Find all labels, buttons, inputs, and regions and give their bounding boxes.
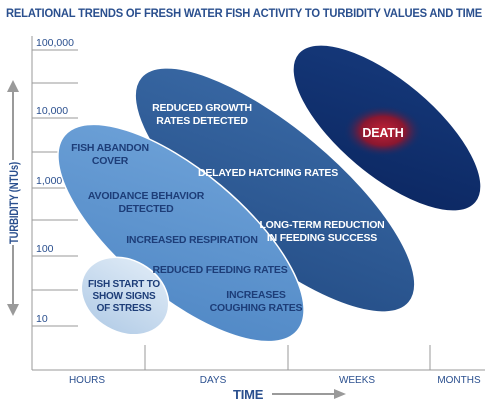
y-tick-label: 100	[36, 243, 54, 255]
death-glow	[343, 105, 423, 157]
zone-label: OF STRESS	[97, 303, 152, 314]
y-tick-label: 10	[36, 313, 48, 325]
y-tick-label: 10,000	[36, 105, 68, 117]
zone-label: IN FEEDING SUCCESS	[267, 232, 377, 244]
x-tick-label: MONTHS	[437, 375, 481, 386]
zone-growth-text: REDUCED GROWTH RATES DETECTED DELAYED HA…	[152, 102, 385, 244]
zone-behavior-text: FISH ABANDON COVER AVOIDANCE BEHAVIOR DE…	[71, 142, 303, 314]
zone-label: DELAYED HATCHING RATES	[198, 167, 338, 179]
zone-label: FISH START TO	[88, 279, 160, 290]
zone-label: REDUCED GROWTH	[152, 102, 252, 114]
zone-label: LONG-TERM REDUCTION	[259, 219, 384, 231]
zone-label: INCREASED RESPIRATION	[126, 234, 258, 246]
y-tick-label: 100,000	[36, 37, 74, 49]
zone-label: INCREASES	[226, 289, 286, 301]
x-axis-arrow	[272, 389, 346, 399]
x-tick-label: WEEKS	[339, 375, 375, 386]
zone-label: COUGHING RATES	[210, 302, 303, 314]
zone-stress-ellipse	[80, 256, 170, 336]
zone-label: AVOIDANCE BEHAVIOR	[88, 190, 205, 202]
diagram-title: RELATIONAL TRENDS OF FRESH WATER FISH AC…	[6, 6, 482, 20]
zone-label: RATES DETECTED	[156, 115, 248, 127]
x-axis-ticks	[144, 345, 431, 370]
zone-stress-text: FISH START TO SHOW SIGNS OF STRESS	[88, 279, 161, 314]
zone-label: FISH ABANDON	[71, 142, 149, 154]
zone-label: COVER	[92, 155, 129, 167]
zone-label: SHOW SIGNS	[92, 291, 156, 302]
x-tick-label: HOURS	[69, 375, 105, 386]
y-tick-label: 1,000	[36, 175, 62, 187]
zone-death-label: DEATH	[362, 126, 403, 140]
x-axis-label: TIME	[233, 387, 264, 402]
y-axis-label: TURBIDITY (NTUs)	[7, 162, 21, 244]
x-axis-tick-labels: HOURS DAYS WEEKS MONTHS	[69, 375, 481, 386]
x-tick-label: DAYS	[200, 375, 227, 386]
zone-label: DETECTED	[119, 203, 175, 215]
zone-label: REDUCED FEEDING RATES	[152, 264, 287, 276]
y-axis-arrow	[7, 80, 19, 316]
